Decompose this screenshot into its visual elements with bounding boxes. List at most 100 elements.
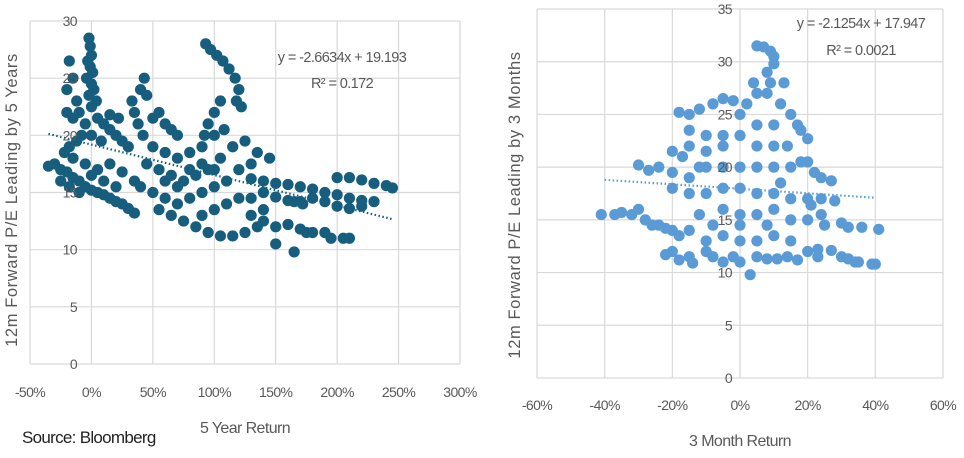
data-point [856,221,868,233]
data-point [132,118,144,130]
data-point [356,174,368,186]
data-point [171,129,184,141]
data-point [683,172,695,184]
y-tick-label: 25 [63,70,78,86]
data-point [208,204,220,216]
data-point [683,224,695,236]
data-point [727,95,739,107]
data-point [751,251,763,263]
data-point [802,245,814,258]
data-point [202,118,214,130]
data-point [300,226,313,239]
y-tick-label: 0 [70,356,78,372]
y-tick-label: 30 [63,13,78,29]
data-point [190,221,202,233]
data-point [775,177,787,189]
x-axis-title: 3 Month Return [689,433,791,450]
data-point [747,77,760,89]
data-point [227,230,239,242]
y-tick-label: 15 [718,212,733,228]
trendline [604,178,876,199]
data-point [71,95,83,107]
data-point [802,214,814,226]
data-point [734,161,746,173]
x-tick-label: 40% [862,397,888,413]
data-point [214,95,227,107]
data-point [184,146,196,159]
data-point [270,238,282,250]
data-point [85,129,98,141]
data-point [257,186,270,199]
data-point [683,187,695,200]
x-tick-label: 200% [320,384,354,400]
data-point [781,140,793,152]
y-tick-label: 35 [718,1,733,17]
x-tick-label: 60% [930,397,956,413]
data-point [122,141,134,153]
data-point [208,106,220,119]
data-point [184,192,196,204]
data-point [196,209,208,221]
data-point [818,219,831,231]
data-point [218,124,230,136]
data-point [700,235,712,247]
data-point [615,206,628,219]
data-point [764,77,777,89]
data-point [112,112,125,124]
data-point [239,226,251,239]
data-point [233,84,245,96]
data-point [751,208,763,221]
data-point [693,161,706,173]
data-point [683,140,695,152]
data-point [805,199,817,211]
data-point [84,40,96,52]
data-point [734,129,746,142]
data-point [257,204,270,216]
data-point [368,196,380,208]
data-point [134,181,147,193]
data-point [126,95,138,107]
data-point [815,172,827,184]
trendline-equation: y = -2.6634x + 19.193 [278,50,407,66]
data-point [700,145,712,157]
data-point [869,258,881,270]
trendline-r-squared: R² = 0.0021 [826,43,896,59]
y-tick-label: 30 [718,54,733,70]
data-point [673,230,685,242]
data-point [761,87,773,99]
data-point [761,219,773,231]
data-point [331,172,343,184]
data-point [270,221,282,233]
data-point [306,183,319,195]
data-point [282,178,294,191]
data-point [104,158,116,170]
data-point [63,55,75,67]
data-point [829,195,841,207]
data-point [802,133,814,145]
data-point [159,192,171,204]
data-point [288,246,300,258]
data-point [815,193,827,205]
data-point [676,151,689,163]
data-point [202,226,214,239]
data-point [768,161,780,173]
data-point [104,109,116,121]
data-point [873,223,885,235]
data-point [141,89,153,101]
x-tick-label: -50% [15,384,45,400]
y-axis-title: 12m Forward P/E Leading by 5 Years [3,53,21,347]
data-point [116,166,128,178]
data-point [643,164,655,176]
y-tick-label: 15 [63,185,78,201]
data-point [270,177,282,189]
data-point [751,161,763,173]
data-point [245,209,257,221]
data-point [147,186,159,199]
data-point [707,98,719,110]
data-point [67,152,79,164]
data-point [771,253,783,265]
data-point [214,230,227,242]
data-point [331,189,343,201]
data-point [233,164,245,176]
